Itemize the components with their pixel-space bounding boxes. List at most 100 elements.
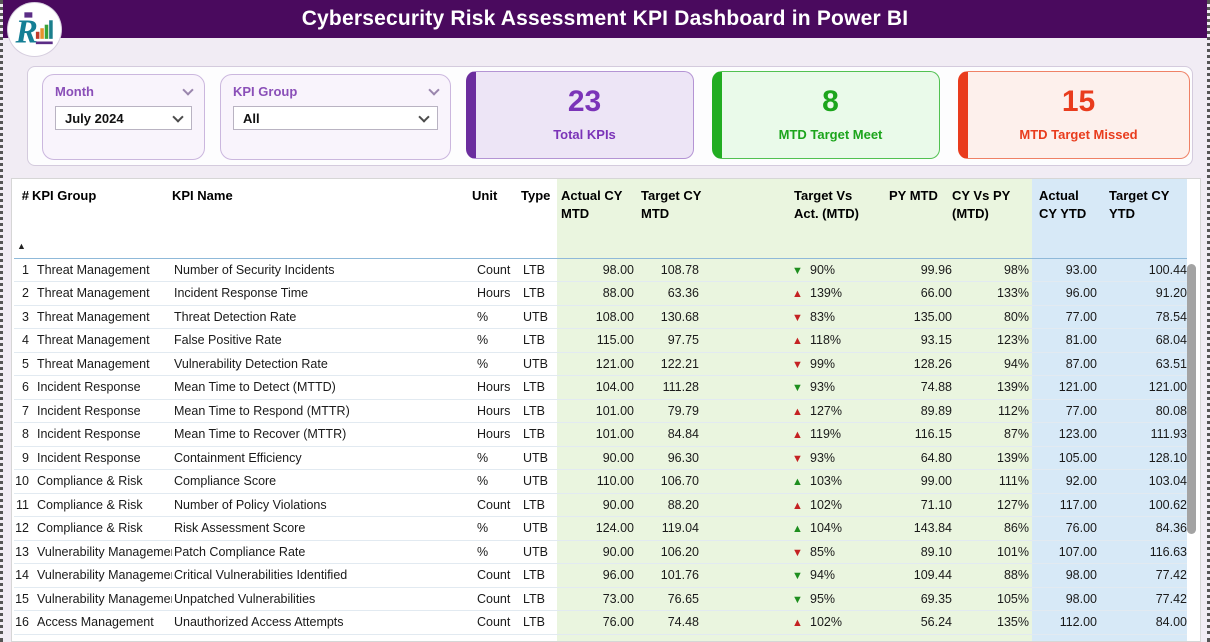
- cell-target-cy-ytd: [1100, 633, 1187, 641]
- kpi-group-select[interactable]: All: [233, 106, 438, 130]
- chevron-down-icon[interactable]: [418, 110, 430, 123]
- column-header-py-mtd[interactable]: PY MTD: [884, 179, 952, 259]
- mtd-target-missed-card: 15 MTD Target Missed: [958, 71, 1190, 159]
- table-row[interactable]: 16 Access Management Unauthorized Access…: [14, 610, 1187, 634]
- cell-py-mtd: 93.15: [884, 328, 952, 352]
- table-row[interactable]: 7 Incident Response Mean Time to Respond…: [14, 398, 1187, 423]
- chevron-down-icon[interactable]: [428, 84, 440, 96]
- cell-cy-vs-py: 88%: [952, 563, 1032, 587]
- cell-py-mtd: 135.00: [884, 304, 952, 329]
- cell-py-mtd: 66.00: [884, 281, 952, 305]
- kpi-table-grid: # KPI Group KPI Name Unit Type Actual CY…: [14, 179, 1187, 641]
- cell-kpi-name: Number of Policy Violations: [172, 492, 472, 517]
- kpi-group-slicer-header[interactable]: KPI Group: [233, 84, 440, 99]
- cell-type: LTB: [521, 375, 557, 399]
- cell-cy-vs-py: 127%: [952, 492, 1032, 517]
- cell-row-number: 9: [14, 445, 32, 470]
- table-row[interactable]: [14, 633, 1187, 641]
- cell-target-cy-ytd: 91.20: [1100, 281, 1187, 305]
- column-header-actual-cy-ytd[interactable]: Actual CY YTD: [1032, 179, 1100, 259]
- cell-kpi-group: Threat Management: [32, 281, 172, 305]
- cell-py-mtd: 99.96: [884, 258, 952, 282]
- cell-target-cy-mtd: 106.20: [639, 539, 790, 564]
- column-header-cy-vs-py-mtd[interactable]: CY Vs PY (MTD): [952, 179, 1032, 259]
- cell-actual-cy-mtd: 76.00: [557, 610, 639, 634]
- cell-actual-cy-ytd: 121.00: [1032, 375, 1100, 399]
- sort-ascending-icon[interactable]: ▲: [17, 241, 26, 251]
- cell-kpi-group: Incident Response: [32, 398, 172, 423]
- cell-kpi-name: Vulnerability Detection Rate: [172, 351, 472, 376]
- cell-target-cy-ytd: 68.04: [1100, 328, 1187, 352]
- cell-row-number: 13: [14, 539, 32, 564]
- column-header-index[interactable]: #: [14, 179, 32, 259]
- chevron-down-icon[interactable]: [182, 84, 194, 96]
- table-row[interactable]: 11 Compliance & Risk Number of Policy Vi…: [14, 492, 1187, 517]
- month-slicer-header[interactable]: Month: [55, 84, 194, 99]
- column-header-kpi-group[interactable]: KPI Group: [32, 179, 172, 259]
- cell-cy-vs-py: 135%: [952, 610, 1032, 634]
- cell-cy-vs-py: 98%: [952, 258, 1032, 282]
- column-header-target-vs-act-mtd[interactable]: Target Vs Act. (MTD): [790, 179, 884, 259]
- trend-arrow-icon: ▲: [792, 499, 803, 512]
- column-header-actual-cy-mtd[interactable]: Actual CY MTD: [557, 179, 639, 259]
- table-row[interactable]: 9 Incident Response Containment Efficien…: [14, 445, 1187, 470]
- cell-actual-cy-mtd: 104.00: [557, 375, 639, 399]
- cell-kpi-group: Incident Response: [32, 422, 172, 446]
- cell-actual-cy-mtd: 90.00: [557, 445, 639, 470]
- table-row[interactable]: 4 Threat Management False Positive Rate …: [14, 328, 1187, 352]
- column-header-type[interactable]: Type: [521, 179, 557, 259]
- cell-py-mtd: 143.84: [884, 516, 952, 540]
- table-row[interactable]: 8 Incident Response Mean Time to Recover…: [14, 422, 1187, 446]
- month-select[interactable]: July 2024: [55, 106, 192, 130]
- mtd-target-meet-value: 8: [822, 85, 839, 118]
- cell-kpi-name: Patch Compliance Rate: [172, 539, 472, 564]
- column-header-target-cy-mtd[interactable]: Target CY MTD: [639, 179, 790, 259]
- cell-type: LTB: [521, 422, 557, 446]
- month-slicer: Month July 2024: [42, 74, 205, 160]
- table-row[interactable]: 5 Threat Management Vulnerability Detect…: [14, 351, 1187, 376]
- table-row[interactable]: 15 Vulnerability Management Unpatched Vu…: [14, 586, 1187, 611]
- vertical-scrollbar[interactable]: [1187, 264, 1196, 534]
- table-row[interactable]: 12 Compliance & Risk Risk Assessment Sco…: [14, 516, 1187, 540]
- cell-actual-cy-ytd: 96.00: [1032, 281, 1100, 305]
- cell-actual-cy-ytd: 107.00: [1032, 539, 1100, 564]
- cell-actual-cy-mtd: 98.00: [557, 258, 639, 282]
- cell-kpi-group: Incident Response: [32, 375, 172, 399]
- table-row[interactable]: 1 Threat Management Number of Security I…: [14, 258, 1187, 282]
- column-header-unit[interactable]: Unit: [472, 179, 521, 259]
- table-row[interactable]: 10 Compliance & Risk Compliance Score % …: [14, 469, 1187, 493]
- column-header-target-cy-ytd[interactable]: Target CY YTD: [1100, 179, 1187, 259]
- cell-target-vs-act-pct: 95%: [810, 591, 836, 606]
- chevron-down-icon[interactable]: [172, 110, 184, 123]
- page-title: Cybersecurity Risk Assessment KPI Dashbo…: [301, 7, 909, 30]
- cell-kpi-group: Compliance & Risk: [32, 469, 172, 493]
- cell-target-cy-mtd: 88.20: [639, 492, 790, 517]
- trend-arrow-icon: ▲: [792, 523, 803, 536]
- cell-row-number: 10: [14, 469, 32, 493]
- cell-cy-vs-py: 87%: [952, 422, 1032, 446]
- table-row[interactable]: 3 Threat Management Threat Detection Rat…: [14, 304, 1187, 329]
- cell-cy-vs-py: 133%: [952, 281, 1032, 305]
- cell-cy-vs-py: 94%: [952, 351, 1032, 376]
- trend-arrow-icon: ▲: [792, 335, 803, 348]
- table-row[interactable]: 14 Vulnerability Management Critical Vul…: [14, 563, 1187, 587]
- cell-target-cy-ytd: 77.42: [1100, 563, 1187, 587]
- cell-target-vs-act-pct: 85%: [810, 544, 836, 559]
- cell-actual-cy-mtd: 121.00: [557, 351, 639, 376]
- cell-target-cy-mtd: 130.68: [639, 304, 790, 329]
- table-row[interactable]: 13 Vulnerability Management Patch Compli…: [14, 539, 1187, 564]
- cell-target-vs-act: ▲ 119%: [790, 422, 884, 446]
- cell-target-cy-mtd: 111.28: [639, 375, 790, 399]
- table-row[interactable]: 6 Incident Response Mean Time to Detect …: [14, 375, 1187, 399]
- column-header-kpi-name[interactable]: KPI Name: [172, 179, 472, 259]
- cell-target-vs-act-pct: 102%: [810, 615, 842, 630]
- cell-target-vs-act: ▼ 93%: [790, 375, 884, 399]
- table-row[interactable]: 2 Threat Management Incident Response Ti…: [14, 281, 1187, 305]
- cell-kpi-group: Access Management: [32, 610, 172, 634]
- cell-py-mtd: 89.89: [884, 398, 952, 423]
- cell-py-mtd: [884, 633, 952, 641]
- cell-kpi-group: Threat Management: [37, 262, 150, 277]
- trend-arrow-icon: ▼: [792, 311, 803, 324]
- scrollbar-thumb[interactable]: [1187, 264, 1196, 534]
- cell-target-cy-ytd: 128.10: [1100, 445, 1187, 470]
